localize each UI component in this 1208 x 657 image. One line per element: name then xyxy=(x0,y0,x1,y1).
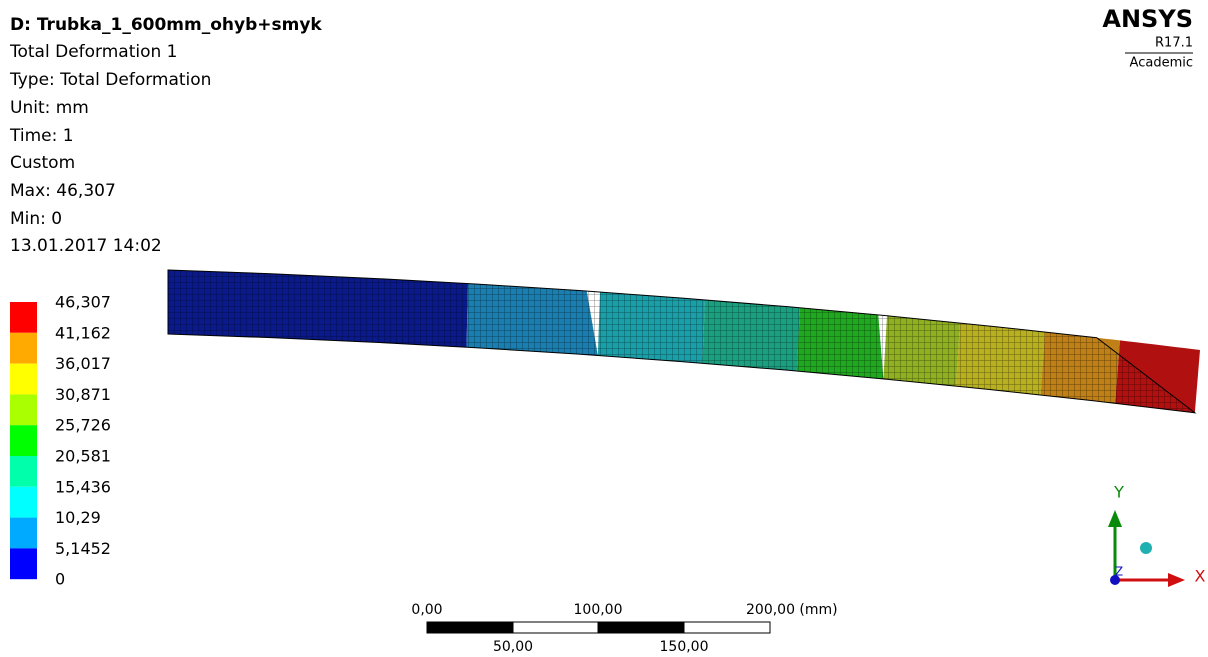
header-line: Time: 1 xyxy=(9,126,74,146)
legend-swatch xyxy=(10,487,37,518)
legend-label: 10,29 xyxy=(55,508,101,527)
legend-swatch xyxy=(10,364,37,395)
brand-license: Academic xyxy=(1130,56,1193,71)
scale-label: 200,00 (mm) xyxy=(746,602,838,618)
legend-label: 46,307 xyxy=(55,293,111,312)
legend-swatch xyxy=(10,333,37,364)
z-axis-label: Z xyxy=(1115,565,1123,579)
legend-swatch xyxy=(10,302,37,333)
beam xyxy=(168,270,1200,413)
scale-segment xyxy=(598,622,684,633)
y-arrowhead xyxy=(1108,510,1122,527)
legend-swatch xyxy=(10,456,37,487)
scale-label: 100,00 xyxy=(574,602,623,618)
viewport: D: Trubka_1_600mm_ohyb+smyk Total Deform… xyxy=(0,0,1208,657)
triad: Y X Z xyxy=(1108,483,1206,588)
scale-label: 0,00 xyxy=(411,602,442,618)
legend-label: 30,871 xyxy=(55,385,111,404)
scale-segment xyxy=(513,622,598,633)
header-line: Total Deformation 1 xyxy=(9,42,178,62)
x-axis-label: X xyxy=(1195,567,1206,586)
legend-label: 41,162 xyxy=(55,323,111,342)
beam-mesh xyxy=(168,270,1195,413)
scale-bar: 0,00 100,00 200,00 (mm) 50,00 150,00 xyxy=(411,602,837,655)
legend: 46,307 41,162 36,017 30,871 25,726 20,581 15,4… xyxy=(10,293,111,589)
legend-label: 15,436 xyxy=(55,477,111,496)
scale-segment xyxy=(427,622,513,633)
scale-label: 50,00 xyxy=(493,639,533,655)
header-line: Type: Total Deformation xyxy=(9,70,211,90)
brand-name: ANSYS xyxy=(1102,5,1193,33)
legend-label: 36,017 xyxy=(55,354,111,373)
legend-swatch xyxy=(10,518,37,549)
legend-swatch xyxy=(10,394,37,425)
triad-sphere xyxy=(1140,542,1152,554)
header-title: D: Trubka_1_600mm_ohyb+smyk xyxy=(10,15,322,35)
y-axis-label: Y xyxy=(1113,483,1124,502)
header-line: Custom xyxy=(10,153,75,173)
header-line: Unit: mm xyxy=(10,98,89,118)
legend-swatch xyxy=(10,425,37,456)
legend-label: 5,1452 xyxy=(55,539,111,558)
legend-label: 20,581 xyxy=(55,447,111,466)
scale-segment xyxy=(684,622,770,633)
scale-label: 150,00 xyxy=(660,639,709,655)
header-line: Max: 46,307 xyxy=(10,181,116,201)
legend-label: 0 xyxy=(55,570,65,589)
header-line: 13.01.2017 14:02 xyxy=(10,236,162,256)
legend-swatch xyxy=(10,548,37,579)
brand-version: R17.1 xyxy=(1155,36,1193,51)
header-line: Min: 0 xyxy=(10,209,62,229)
x-arrowhead xyxy=(1168,573,1185,587)
legend-label: 25,726 xyxy=(55,416,111,435)
